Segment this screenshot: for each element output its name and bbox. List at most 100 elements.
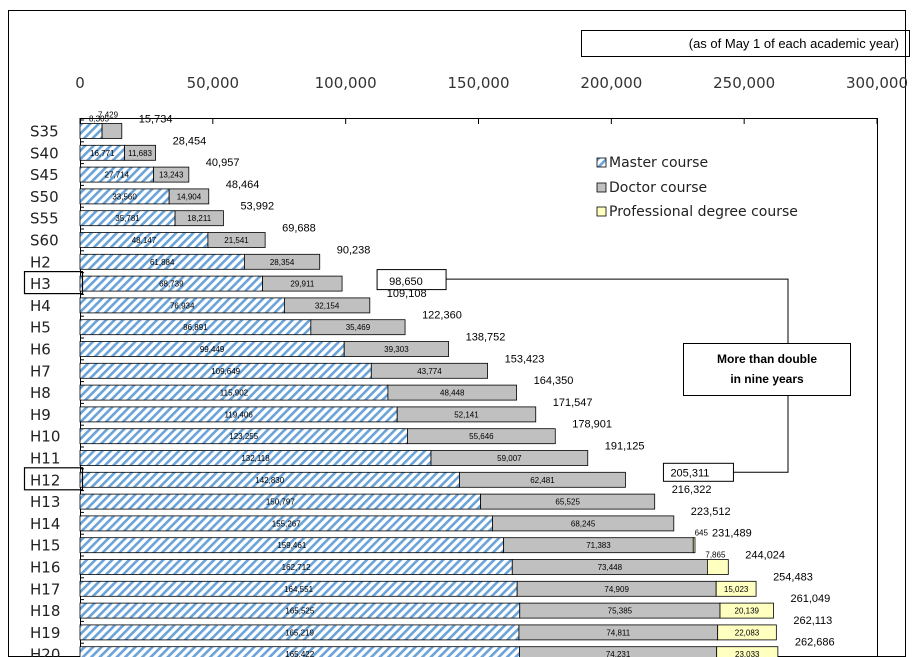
bar-label-doctor: 13,243: [159, 171, 184, 180]
total-label: 205,311: [670, 467, 709, 479]
bar-label-doctor: 28,354: [270, 258, 295, 267]
bar-label-master: 165,422: [285, 650, 314, 657]
x-tick-label: 300,000: [846, 74, 908, 92]
x-tick-label: 200,000: [580, 74, 642, 92]
bar-label-master: 48,147: [132, 236, 157, 245]
y-category-label: H18: [30, 602, 60, 620]
legend-swatch-doctor: [596, 182, 607, 193]
y-category-label: H6: [30, 341, 51, 359]
bar-label-doctor: 75,385: [608, 607, 633, 616]
total-label: 223,512: [691, 506, 731, 518]
y-category-label: S45: [30, 166, 59, 184]
bar-doctor: [168, 188, 210, 205]
y-category-label: H16: [30, 559, 60, 577]
bar-label-master: 8,305: [89, 115, 110, 124]
total-label: 109,108: [387, 288, 427, 300]
bar-label-doctor: 62,481: [530, 476, 555, 485]
bar-professional: [715, 580, 757, 597]
total-label: 178,901: [572, 419, 612, 431]
bar-label-doctor: 11,683: [128, 149, 152, 158]
y-category-label: H19: [30, 624, 60, 642]
bar-doctor: [387, 384, 518, 401]
note-text: (as of May 1 of each academic year): [689, 36, 899, 51]
total-label: 262,113: [793, 615, 832, 627]
bar-label-master: 35,781: [115, 214, 140, 223]
bar-professional: [719, 602, 774, 619]
bar-label-master: 61,884: [150, 258, 175, 267]
bar-doctor: [459, 471, 626, 488]
bar-doctor: [262, 275, 343, 292]
note-box: [581, 30, 910, 57]
bar-doctor: [174, 210, 224, 227]
y-category-label: H8: [30, 384, 51, 402]
legend-swatch-master: [596, 157, 607, 168]
total-label: 53,992: [240, 201, 274, 213]
bar-label-doctor: 14,904: [177, 192, 202, 201]
bar-label-doctor: 55,646: [469, 432, 494, 441]
total-label: 171,547: [553, 397, 593, 409]
y-category-label: H5: [30, 319, 51, 337]
bar-label-professional: 15,023: [724, 585, 749, 594]
total-label: 90,238: [337, 244, 371, 256]
y-category-label: H20: [30, 646, 60, 657]
bar-label-master: 119,406: [224, 410, 253, 419]
y-category-label: H13: [30, 493, 60, 511]
bar-doctor: [310, 319, 406, 336]
x-tick-label: 100,000: [315, 74, 377, 92]
total-label: 216,322: [672, 484, 712, 496]
bar-doctor: [283, 297, 371, 314]
bar-label-master: 109,649: [211, 367, 240, 376]
bar-label-professional: 7,865: [705, 551, 726, 560]
bar-doctor: [124, 144, 156, 161]
bar-doctor: [244, 253, 321, 270]
annotation-line2: in nine years: [730, 372, 804, 386]
total-label: 15,734: [139, 114, 173, 126]
bar-label-doctor: 59,007: [497, 454, 522, 463]
total-label: 138,752: [466, 332, 506, 344]
bar-professional: [692, 537, 696, 554]
y-category-label: S40: [30, 144, 59, 162]
bar-label-doctor: 74,811: [606, 628, 630, 637]
legend-label-doctor: Doctor course: [609, 180, 707, 196]
bar-label-doctor: 74,909: [604, 585, 629, 594]
bar-label-doctor: 48,448: [440, 389, 465, 398]
total-label: 244,024: [745, 550, 785, 562]
bar-label-doctor: 52,141: [454, 410, 479, 419]
annotation: More than double in nine years: [683, 343, 851, 396]
bar-label-master: 132,118: [241, 454, 270, 463]
y-category-label: H10: [30, 428, 60, 446]
bar-label-doctor: 73,448: [598, 563, 623, 572]
bar-doctor: [430, 450, 589, 466]
bar-label-master: 162,712: [282, 563, 311, 572]
bar-doctor: [492, 515, 675, 532]
legend-box: [590, 150, 860, 228]
x-tick-label: 150,000: [447, 74, 509, 92]
bar-label-doctor: 43,774: [417, 367, 442, 376]
y-category-label: H17: [30, 580, 60, 598]
total-label: 231,489: [712, 528, 752, 540]
bar-professional: [717, 624, 777, 641]
bar-label-master: 150,797: [266, 498, 295, 507]
annotation-box: [683, 343, 851, 396]
x-tick-label: 250,000: [713, 74, 775, 92]
bar-label-master: 99,449: [200, 345, 225, 354]
total-label: 98,650: [389, 276, 423, 288]
legend-label-master: Master course: [609, 155, 708, 171]
bar-doctor: [396, 406, 537, 423]
total-label: 261,049: [791, 593, 831, 605]
bar-doctor: [343, 341, 450, 357]
total-label: 122,360: [422, 310, 462, 322]
bar-label-doctor: 21,541: [224, 236, 249, 245]
legend-swatch-professional: [596, 206, 607, 217]
bar-label-doctor: 29,911: [290, 280, 314, 289]
bar-label-master: 155,267: [272, 519, 301, 528]
bar-label-master: 33,560: [112, 192, 137, 201]
bar-label-master: 123,255: [229, 432, 258, 441]
y-category-label: H4: [30, 297, 51, 315]
bar-label-master: 164,551: [284, 585, 313, 594]
bar-doctor: [153, 166, 190, 183]
bar-label-master: 68,739: [159, 280, 184, 289]
y-category-label: S55: [30, 210, 59, 228]
bar-label-professional: 20,139: [735, 607, 760, 616]
